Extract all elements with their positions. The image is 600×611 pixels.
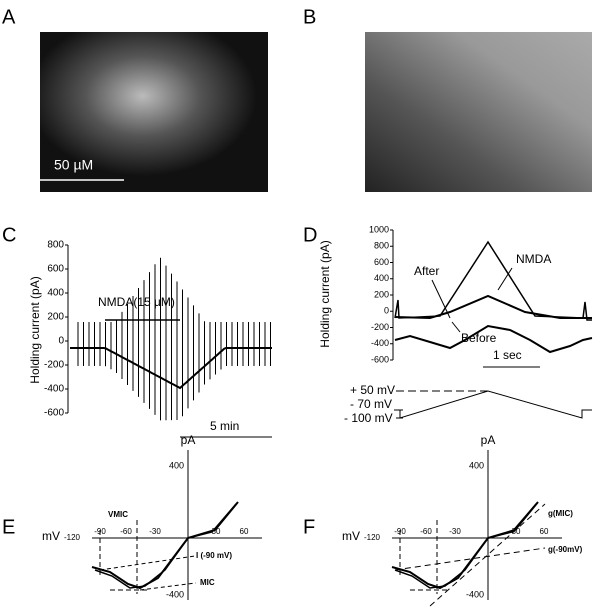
x-tick-label: 30 [212, 527, 221, 536]
annotation: I (-90 mV) [196, 551, 232, 560]
y-tick-label: -600 [44, 408, 64, 419]
y-tick-label: 800 [374, 241, 389, 251]
y-tick-label: -200 [371, 322, 389, 332]
x-tick-label: -60 [420, 527, 432, 536]
y-tick-label: 400 [374, 273, 389, 283]
scale-label: 50 µM [54, 157, 93, 173]
y-tick-label: -400 [166, 589, 184, 599]
y-tick-label: -200 [44, 360, 64, 371]
y-tick-label: 400 [469, 460, 484, 470]
x-tick-label: -120 [364, 533, 381, 542]
micrograph [40, 32, 268, 192]
x-tick-label: 60 [540, 527, 549, 536]
x-tick-label: -30 [149, 527, 161, 536]
panel-label: E [2, 516, 15, 538]
annotation: NMDA [516, 252, 551, 266]
annotation: MIC [200, 578, 215, 587]
y-axis-label: Holding current (pA) [318, 240, 332, 347]
x-tick-label: -60 [120, 527, 132, 536]
annotation: Before [461, 331, 497, 345]
iv-curve [94, 503, 237, 589]
y-tick-label: 400 [169, 460, 184, 470]
panel-label: A [2, 6, 16, 28]
protocol-label: + 50 mV [350, 383, 395, 397]
pointer [431, 279, 451, 319]
y-tick-label: -400 [44, 384, 64, 395]
micrograph [365, 32, 592, 192]
y-tick-label: 200 [374, 289, 389, 299]
panel-label: B [303, 6, 316, 28]
trace [394, 240, 592, 321]
panel-label: C [2, 224, 16, 246]
y-tick-label: 200 [47, 312, 64, 323]
pointer [497, 267, 513, 291]
voltage-protocol [394, 390, 592, 419]
protocol-label: - 100 mV [344, 411, 393, 425]
y-tick-label: 800 [47, 240, 64, 251]
guide-line [99, 555, 197, 591]
annotation: NMDA(15 µM) [98, 295, 175, 309]
x-axis-label: mV [342, 529, 360, 543]
trace [394, 324, 593, 354]
slope-line [394, 547, 546, 571]
guide-line [399, 520, 450, 594]
y-tick-label: 0 [384, 306, 389, 316]
scale-label: 5 min [210, 419, 239, 433]
annotation: After [414, 264, 439, 278]
annotation: g(MIC) [548, 509, 573, 518]
y-tick-label: -600 [371, 354, 389, 364]
iv-curve [394, 503, 537, 589]
x-axis-label: mV [42, 529, 60, 543]
pointer [451, 321, 461, 333]
x-tick-label: -30 [449, 527, 461, 536]
y-axis-label: Holding current (pA) [28, 276, 42, 383]
y-axis-label: pA [481, 433, 496, 447]
iv-curve [391, 501, 539, 590]
y-tick-label: 0 [58, 336, 64, 347]
panel-label: D [303, 224, 317, 246]
protocol-label: - 70 mV [350, 397, 392, 411]
y-tick-label: 600 [47, 264, 64, 275]
x-tick-label: 30 [512, 527, 521, 536]
y-tick-label: 1000 [369, 224, 389, 234]
trace [394, 294, 592, 320]
scale-label: 1 sec [493, 348, 522, 362]
annotation: VMIC [108, 510, 128, 519]
slope-line [429, 503, 546, 607]
y-tick-label: 400 [47, 288, 64, 299]
y-tick-label: -400 [466, 589, 484, 599]
annotation: g(-90mV) [548, 545, 583, 554]
y-tick-label: 600 [374, 257, 389, 267]
x-tick-label: 60 [240, 527, 249, 536]
panel-label: F [303, 516, 315, 538]
x-tick-label: -120 [64, 533, 81, 542]
y-tick-label: -400 [371, 338, 389, 348]
y-axis-label: pA [181, 433, 196, 447]
